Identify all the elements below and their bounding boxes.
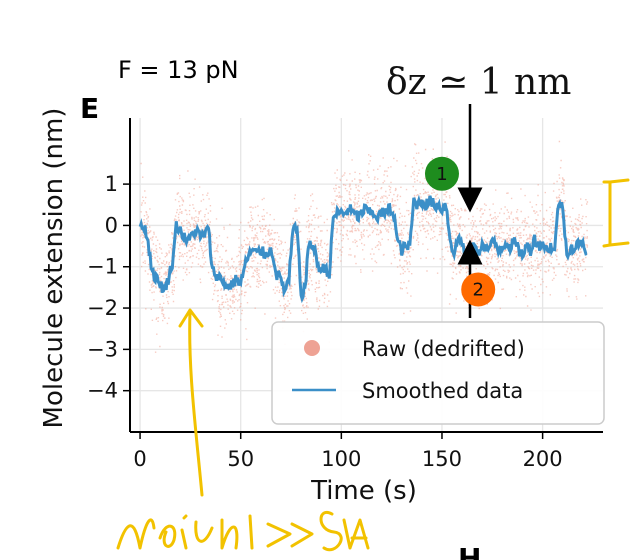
x-tick-label-1: 50 xyxy=(227,447,254,471)
y-tick-label-0: 1 xyxy=(105,172,118,196)
y-tick-label-4: −3 xyxy=(87,337,118,361)
legend-raw-marker xyxy=(304,340,320,356)
step-markers: 12 xyxy=(424,156,496,307)
yellow-scribble xyxy=(116,510,370,552)
bottom-panel-letter: H xyxy=(458,542,481,560)
handwritten-annotation xyxy=(116,178,630,552)
y-tick-label-1: 0 xyxy=(105,213,118,237)
step-marker-label-2: 2 xyxy=(472,279,483,300)
legend-box xyxy=(271,321,605,425)
legend-raw-label: Raw (dedrifted) xyxy=(362,337,525,361)
smoothed-data-series xyxy=(138,194,588,304)
panel-letter: E xyxy=(80,92,99,125)
x-tick-label-3: 150 xyxy=(422,447,462,471)
step-marker-label-1: 1 xyxy=(436,164,447,185)
x-tick-label-2: 100 xyxy=(321,447,361,471)
x-axis-label: Time (s) xyxy=(310,476,417,506)
axis-ticks: 0 50 100 150 200 1 0 −1 −2 −3 −4 xyxy=(87,172,563,471)
legend-smooth-label: Smoothed data xyxy=(362,379,523,403)
legend: Raw (dedrifted) Smoothed data xyxy=(271,321,605,425)
x-tick-label-4: 200 xyxy=(523,447,563,471)
y-tick-label-2: −1 xyxy=(87,255,118,279)
step-marker-2 xyxy=(461,272,496,307)
x-tick-label-0: 0 xyxy=(133,447,146,471)
y-tick-label-5: −4 xyxy=(87,379,118,403)
y-tick-label-3: −2 xyxy=(87,296,118,320)
yellow-arrow xyxy=(178,308,204,497)
raw-data-points xyxy=(140,140,589,353)
y-axis-label: Molecule extension (nm) xyxy=(39,108,69,429)
raw-data-series xyxy=(140,140,589,353)
step-marker-1 xyxy=(424,156,459,191)
delta-z-label: δz ≃ 1 nm xyxy=(386,62,571,103)
yellow-bracket xyxy=(602,178,630,248)
force-label: F = 13 pN xyxy=(118,56,239,84)
